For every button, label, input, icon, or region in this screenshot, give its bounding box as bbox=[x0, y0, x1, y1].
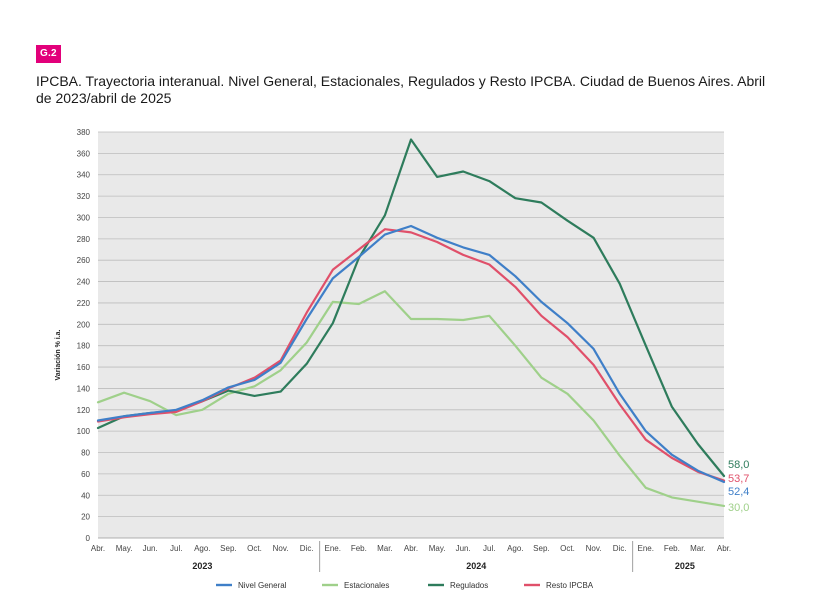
x-tick-label: May. bbox=[429, 544, 446, 553]
y-tick-label: 80 bbox=[81, 449, 90, 458]
legend-label: Resto IPCBA bbox=[546, 581, 594, 590]
year-groups: 2023 2024 2025 bbox=[192, 541, 695, 572]
plot-area bbox=[98, 132, 724, 538]
legend: Nivel General Estacionales Regulados Resto … bbox=[216, 581, 594, 590]
series-line-estacionales bbox=[96, 290, 726, 507]
y-tick-label: 20 bbox=[81, 513, 90, 522]
year-label: 2025 bbox=[675, 561, 695, 571]
y-tick-label: 140 bbox=[77, 384, 91, 393]
y-tick-label: 360 bbox=[77, 149, 91, 158]
x-tick-label: Abr. bbox=[91, 544, 105, 553]
x-tick-label: Ago. bbox=[194, 544, 210, 553]
grid-lines bbox=[98, 131, 724, 539]
end-label-regulados: 58,0 bbox=[728, 459, 749, 471]
y-tick-label: 340 bbox=[77, 171, 91, 180]
y-tick-label: 120 bbox=[77, 406, 91, 415]
x-tick-label: Feb. bbox=[351, 544, 367, 553]
x-tick-label: Abr. bbox=[717, 544, 731, 553]
year-label: 2024 bbox=[466, 561, 486, 571]
x-tick-label: Jun. bbox=[456, 544, 471, 553]
x-tick-label: Ago. bbox=[507, 544, 523, 553]
y-tick-label: 220 bbox=[77, 299, 91, 308]
year-label: 2023 bbox=[192, 561, 212, 571]
end-label-nivel-general: 52,4 bbox=[728, 486, 749, 498]
x-tick-label: Oct. bbox=[560, 544, 575, 553]
y-axis-label: Variación % i.a. bbox=[55, 329, 62, 380]
y-tick-label: 240 bbox=[77, 278, 91, 287]
x-tick-label: Dic. bbox=[300, 544, 314, 553]
legend-label: Nivel General bbox=[238, 581, 287, 590]
x-tick-label: Feb. bbox=[664, 544, 680, 553]
x-tick-label: May. bbox=[116, 544, 133, 553]
figure-title: IPCBA. Trayectoria interanual. Nivel Gen… bbox=[36, 73, 766, 106]
y-tick-label: 260 bbox=[77, 256, 91, 265]
y-tick-label: 380 bbox=[77, 128, 91, 137]
x-tick-label: Jul. bbox=[483, 544, 495, 553]
x-tick-label: Nov. bbox=[586, 544, 602, 553]
y-tick-label: 320 bbox=[77, 192, 91, 201]
x-tick-label: Sep. bbox=[220, 544, 236, 553]
end-label-resto-ipcba: 53,7 bbox=[728, 473, 749, 485]
x-tick-label: Jun. bbox=[143, 544, 158, 553]
end-label-estacionales: 30,0 bbox=[728, 502, 749, 514]
y-tick-label: 200 bbox=[77, 320, 91, 329]
x-tick-label: Jul. bbox=[170, 544, 182, 553]
y-tick-label: 180 bbox=[77, 342, 91, 351]
x-tick-label: Ene. bbox=[638, 544, 654, 553]
figure-badge: G.2 bbox=[36, 45, 61, 63]
x-axis-ticks: Abr. May. Jun. Jul. Ago. Sep. Oct. Nov. Dic. Ene.… bbox=[91, 544, 731, 553]
x-tick-label: Ene. bbox=[325, 544, 341, 553]
series-line-nivel-general bbox=[96, 224, 726, 484]
y-tick-label: 300 bbox=[77, 213, 91, 222]
y-tick-label: 40 bbox=[81, 491, 90, 500]
y-axis-ticks: 0 20 40 60 80 100 120 140 160 180 200 220 240 260 280 3… bbox=[77, 128, 91, 543]
legend-label: Estacionales bbox=[344, 581, 389, 590]
x-tick-label: Mar. bbox=[690, 544, 706, 553]
y-tick-label: 0 bbox=[86, 534, 91, 543]
x-tick-label: Nov. bbox=[273, 544, 289, 553]
x-tick-label: Oct. bbox=[247, 544, 262, 553]
y-tick-label: 280 bbox=[77, 235, 91, 244]
legend-label: Regulados bbox=[450, 581, 488, 590]
series-end-labels: 52,4 30,0 58,0 53,7 bbox=[728, 459, 749, 514]
x-tick-label: Sep. bbox=[533, 544, 549, 553]
series-lines bbox=[96, 138, 726, 507]
x-tick-label: Dic. bbox=[613, 544, 627, 553]
y-tick-label: 100 bbox=[77, 427, 91, 436]
y-tick-label: 160 bbox=[77, 363, 91, 372]
x-tick-label: Abr. bbox=[404, 544, 418, 553]
x-tick-label: Mar. bbox=[377, 544, 393, 553]
y-tick-label: 60 bbox=[81, 470, 90, 479]
